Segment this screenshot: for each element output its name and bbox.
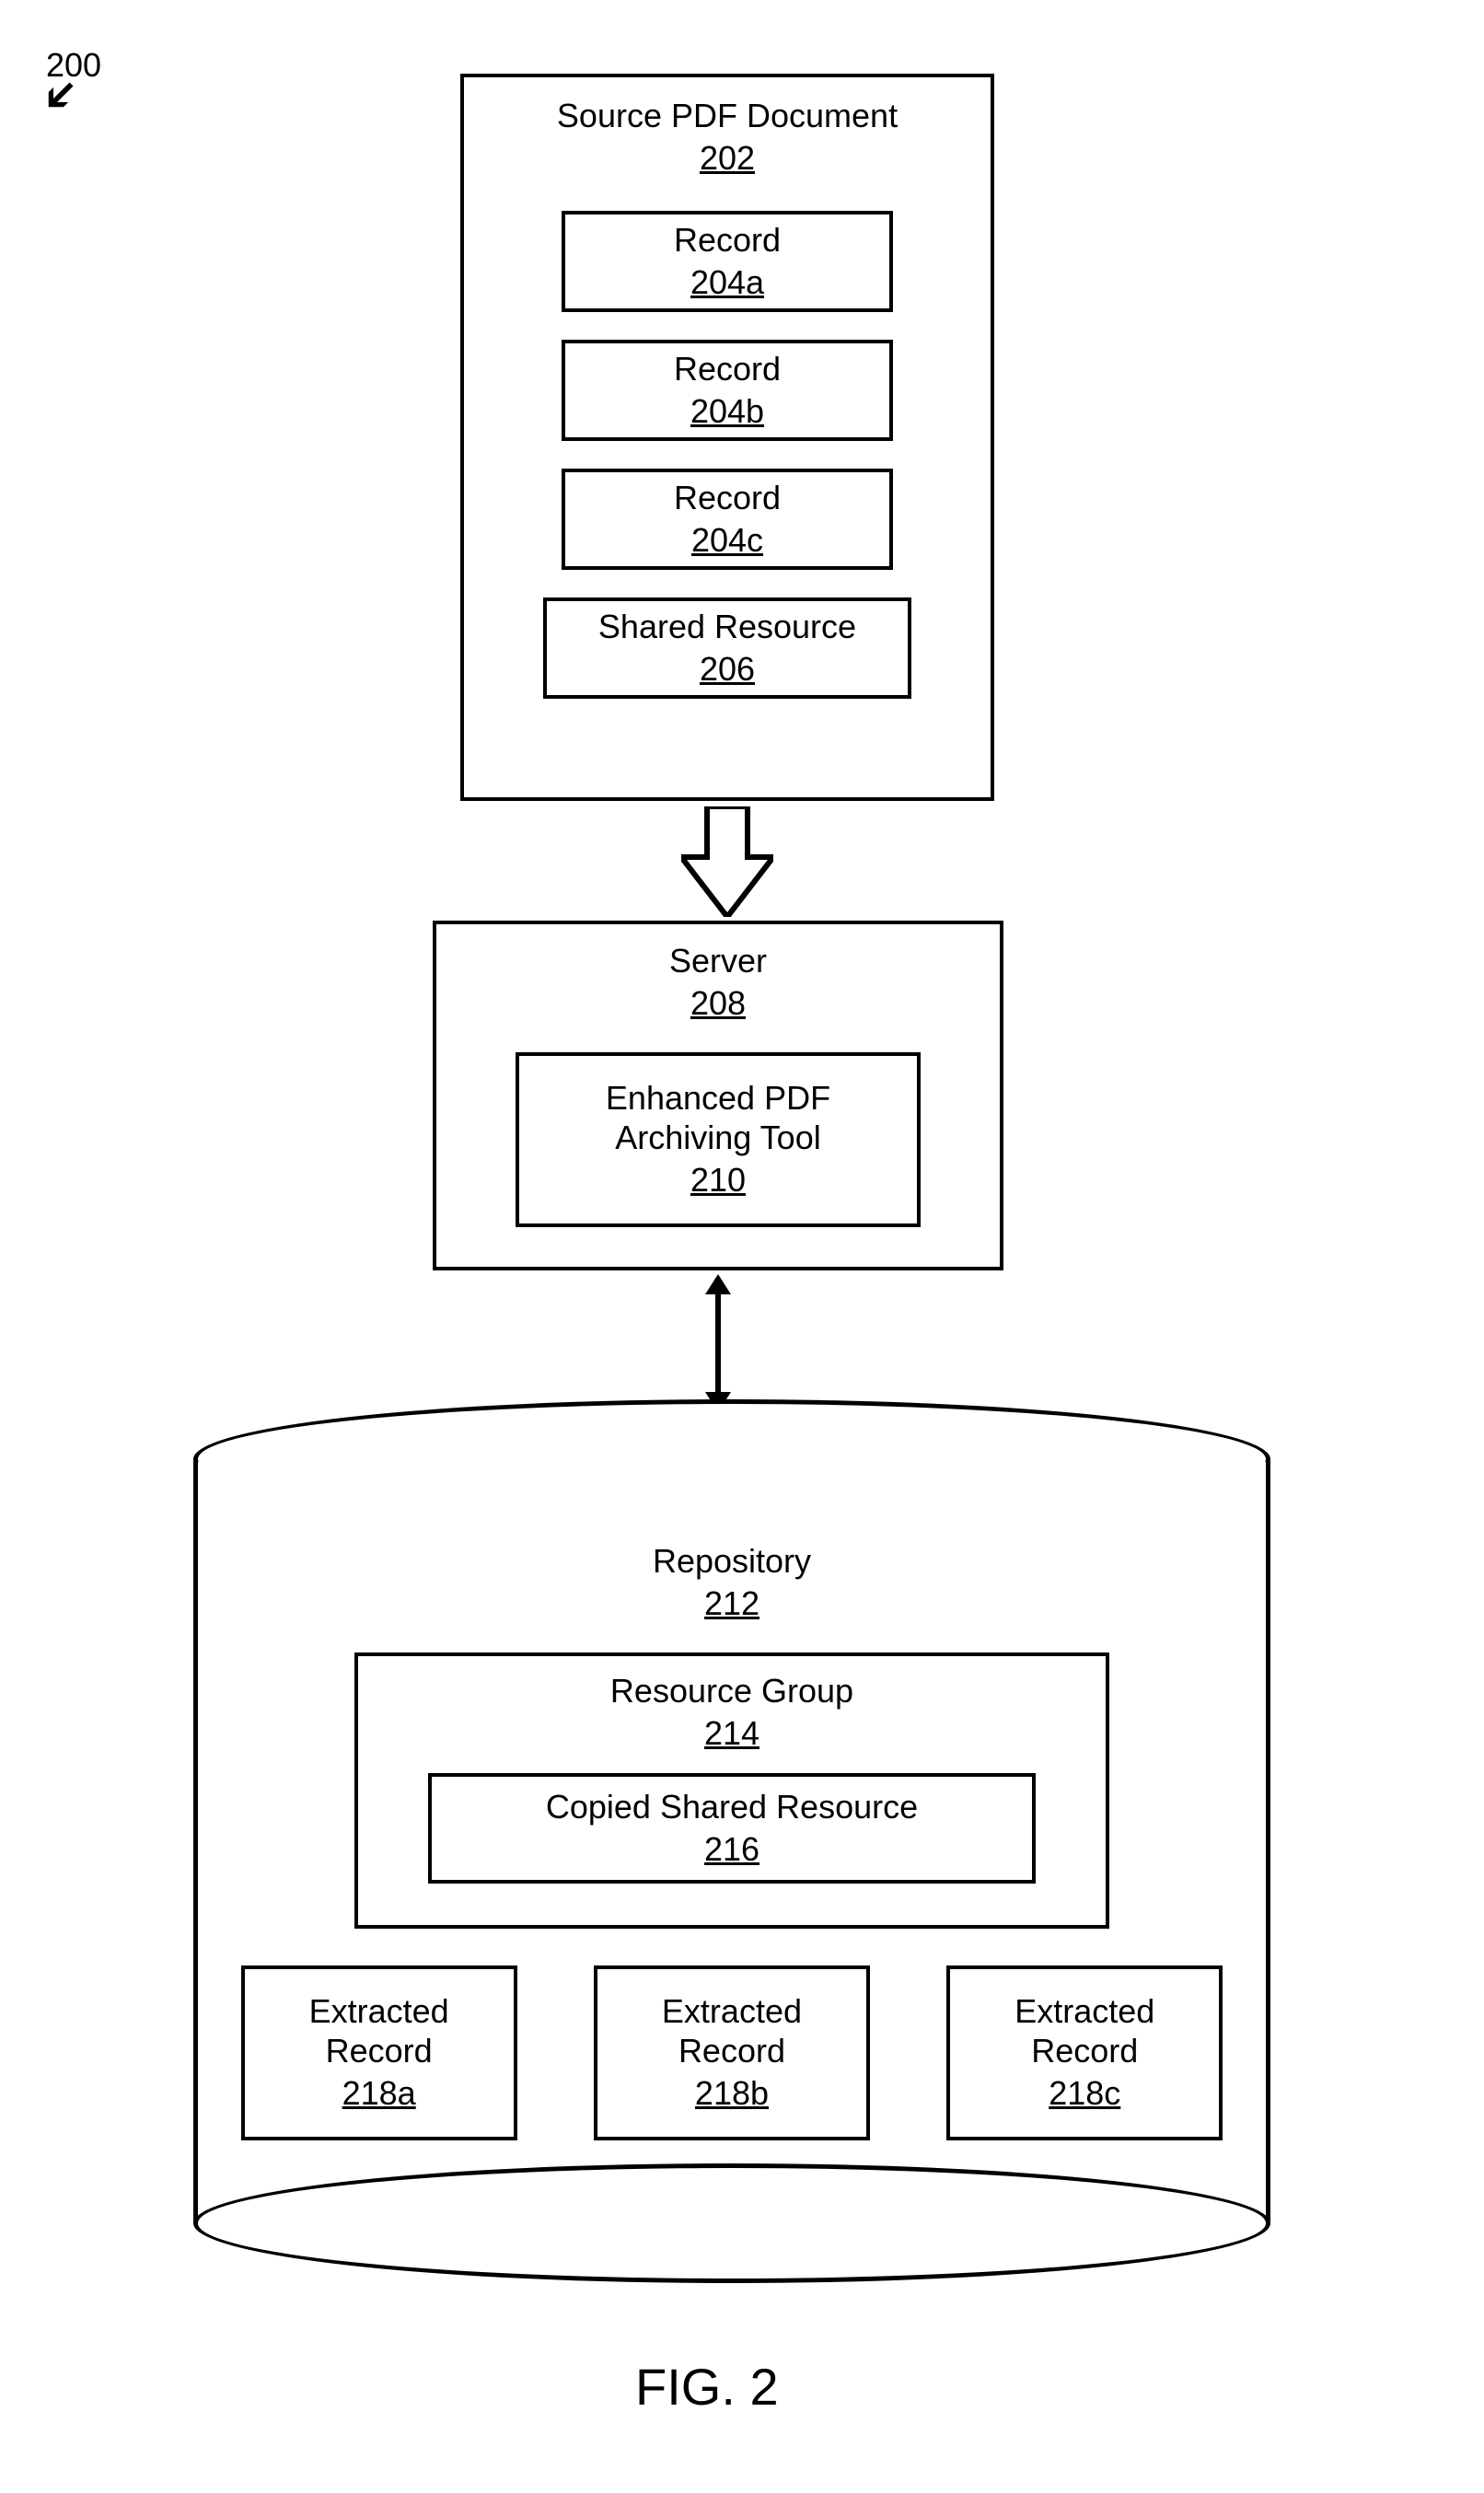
- double-arrow-icon: [700, 1274, 736, 1412]
- server-box: Server 208 Enhanced PDF Archiving Tool 2…: [433, 921, 1003, 1270]
- extracted-records-row: Extracted Record 218a Extracted Record 2…: [230, 1965, 1234, 2140]
- record-box-2: Record 204c: [562, 469, 893, 570]
- extracted-record-ref: 218a: [342, 2074, 416, 2118]
- shared-resource-ref: 206: [700, 650, 755, 694]
- repository-title: Repository: [653, 1537, 811, 1584]
- repository-content: Repository 212 Resource Group 214 Copied…: [193, 1537, 1270, 2140]
- tool-ref: 210: [690, 1161, 746, 1205]
- block-arrow-down-icon: [681, 806, 773, 917]
- record-title: Record: [674, 216, 781, 263]
- figure-canvas: 200 ➔ Source PDF Document 202 Record 204…: [37, 37, 1447, 2456]
- repository-cylinder: Repository 212 Resource Group 214 Copied…: [193, 1399, 1270, 2283]
- shared-resource-box: Shared Resource 206: [543, 597, 911, 699]
- resource-group-ref: 214: [704, 1714, 759, 1758]
- resource-group-title: Resource Group: [610, 1667, 853, 1714]
- extracted-record-box-1: Extracted Record 218b: [594, 1965, 870, 2140]
- figure-caption: FIG. 2: [635, 2357, 779, 2417]
- server-title: Server: [669, 937, 767, 984]
- resource-group-box: Resource Group 214 Copied Shared Resourc…: [354, 1652, 1109, 1929]
- extracted-record-box-0: Extracted Record 218a: [241, 1965, 517, 2140]
- shared-resource-title: Shared Resource: [598, 603, 856, 650]
- source-document-box: Source PDF Document 202 Record 204a Reco…: [460, 74, 994, 801]
- repository-ref: 212: [704, 1584, 759, 1629]
- source-document-ref: 202: [700, 139, 755, 183]
- extracted-record-ref: 218b: [695, 2074, 769, 2118]
- record-title: Record: [674, 345, 781, 392]
- record-box-0: Record 204a: [562, 211, 893, 312]
- record-title: Record: [674, 474, 781, 521]
- record-box-1: Record 204b: [562, 340, 893, 441]
- tool-box: Enhanced PDF Archiving Tool 210: [516, 1052, 921, 1227]
- copied-resource-title: Copied Shared Resource: [546, 1783, 918, 1830]
- extracted-record-ref: 218c: [1049, 2074, 1120, 2118]
- record-ref: 204a: [690, 263, 764, 307]
- tool-title: Enhanced PDF Archiving Tool: [552, 1074, 884, 1161]
- extracted-record-box-2: Extracted Record 218c: [946, 1965, 1223, 2140]
- server-ref: 208: [690, 984, 746, 1028]
- source-document-title: Source PDF Document: [557, 92, 898, 139]
- copied-resource-box: Copied Shared Resource 216: [428, 1773, 1036, 1884]
- record-ref: 204c: [691, 521, 763, 565]
- extracted-record-title: Extracted Record: [957, 1988, 1212, 2074]
- extracted-record-title: Extracted Record: [605, 1988, 859, 2074]
- copied-resource-ref: 216: [704, 1830, 759, 1874]
- record-ref: 204b: [690, 392, 764, 436]
- extracted-record-title: Extracted Record: [252, 1988, 506, 2074]
